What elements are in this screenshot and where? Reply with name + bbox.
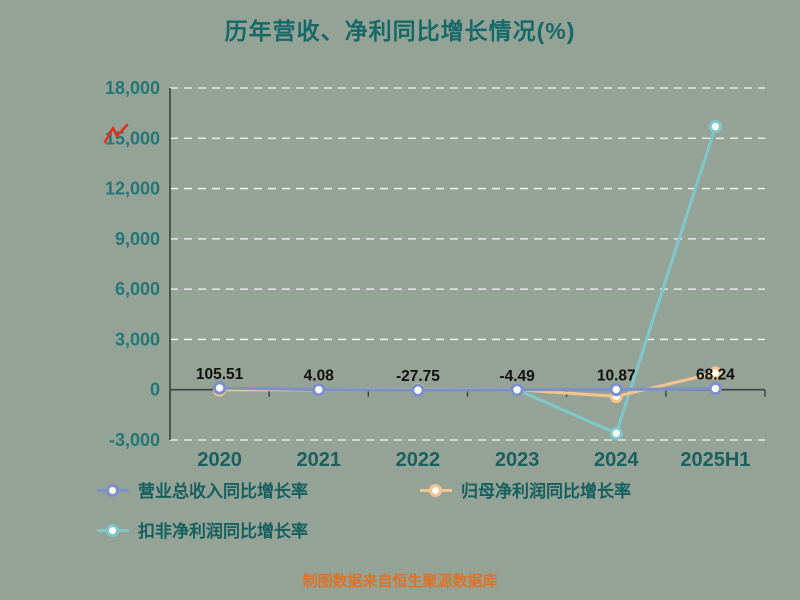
y-axis-tick-label: 9,000 (115, 229, 160, 249)
data-point-marker[interactable] (510, 383, 524, 397)
x-axis-category-label: 2021 (297, 449, 342, 471)
x-axis-category-label: 2023 (495, 449, 540, 471)
legend-line-dot-icon (97, 483, 129, 497)
legend-label: 营业总收入同比增长率 (138, 482, 308, 501)
x-axis-category-label: 2024 (594, 449, 639, 471)
data-point-label: 68.24 (696, 367, 735, 384)
data-point-marker[interactable] (609, 382, 623, 397)
y-axis-tick-label: 6,000 (115, 279, 160, 299)
data-point-label: -4.49 (499, 368, 535, 385)
y-axis-tick-label: 12,000 (105, 179, 160, 199)
x-axis-category-label: 2020 (197, 449, 242, 471)
legend-line-dot-icon (420, 483, 452, 497)
legend-label: 扣非净利润同比增长率 (138, 522, 308, 541)
x-axis-category-label: 2022 (396, 449, 441, 471)
chart-title: 历年营收、净利同比增长情况(%) (224, 18, 576, 44)
legend-item-deducted-net-profit-growth[interactable]: 扣非净利润同比增长率 (97, 517, 308, 542)
y-axis-tick-label: 18,000 (105, 78, 160, 98)
data-point-label: 10.87 (597, 368, 636, 385)
data-point-label: 4.08 (304, 368, 335, 385)
y-axis-tick-label: -3,000 (109, 430, 160, 450)
data-point-marker[interactable] (708, 119, 723, 134)
series-line (219, 386, 716, 392)
legend-line-dot-icon (97, 523, 129, 537)
data-point-marker[interactable] (609, 426, 623, 440)
x-axis-category-label: 2025H1 (680, 449, 750, 471)
data-point-marker[interactable] (708, 381, 723, 396)
data-point-label: -27.75 (396, 368, 440, 385)
y-axis-tick-label: 0 (150, 380, 160, 400)
data-point-marker[interactable] (312, 382, 326, 397)
y-axis-tick-label: 3,000 (115, 329, 160, 349)
legend-item-revenue-growth[interactable]: 营业总收入同比增长率 (97, 477, 308, 502)
data-point-label: 105.51 (196, 366, 244, 383)
data-point-marker[interactable] (212, 381, 227, 395)
data-point-marker[interactable] (411, 383, 425, 397)
data-source-note: 制图数据来自恒生聚源数据库 (302, 573, 498, 590)
legend-item-net-profit-growth[interactable]: 归母净利润同比增长率 (420, 477, 631, 502)
series-line (219, 126, 717, 435)
legend-label: 归母净利润同比增长率 (461, 482, 631, 501)
data-point-marker[interactable] (708, 366, 723, 380)
red-pen-mark (103, 123, 129, 144)
